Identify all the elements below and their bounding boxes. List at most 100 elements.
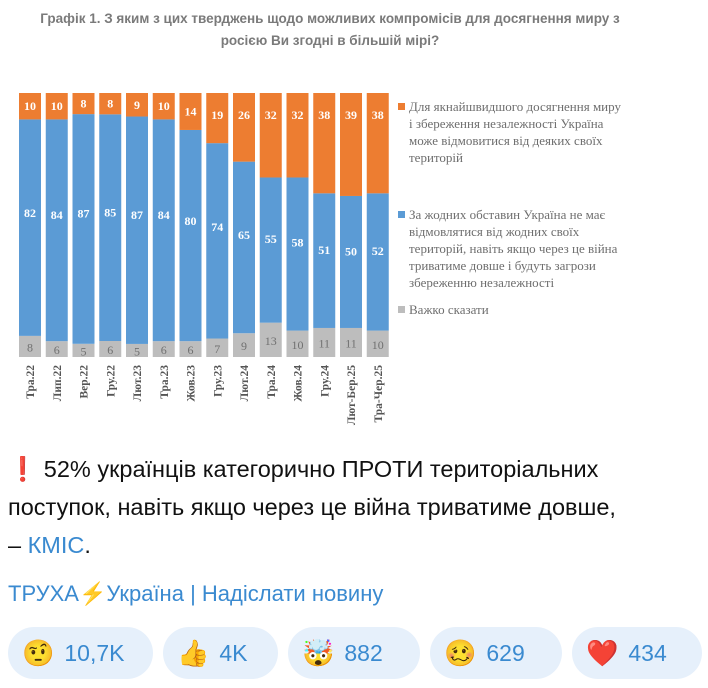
data-label: 14 bbox=[185, 104, 197, 118]
data-label: 38 bbox=[372, 108, 384, 122]
reaction-raised-eyebrow[interactable]: 🤨 10,7K bbox=[8, 627, 153, 679]
post-message: ❗ 52% українців категорично ПРОТИ терито… bbox=[8, 450, 628, 564]
x-tick-label: Гру.24 bbox=[319, 365, 331, 397]
reaction-count: 4K bbox=[219, 639, 248, 666]
exclamation-icon: ❗ bbox=[8, 456, 38, 482]
data-label: 52 bbox=[372, 244, 384, 258]
legend-swatch bbox=[398, 306, 405, 313]
data-label: 13 bbox=[265, 334, 277, 348]
bar-segment-concede bbox=[340, 93, 362, 196]
data-label: 10 bbox=[51, 99, 63, 113]
x-tick-label: Лют.23 bbox=[132, 365, 144, 402]
legend-swatch bbox=[398, 211, 405, 218]
bar-segment-no-concession bbox=[152, 119, 175, 342]
reaction-exploding-head[interactable]: 🤯 882 bbox=[288, 627, 420, 679]
thumbs-up-icon: 👍 bbox=[177, 638, 210, 668]
data-label: 9 bbox=[134, 98, 140, 112]
data-label: 55 bbox=[265, 232, 277, 246]
x-tick-label: Вер.22 bbox=[79, 365, 91, 399]
signature: ТРУХА⚡Україна | Надіслати новину bbox=[8, 581, 383, 607]
bar-segment-concede bbox=[152, 93, 175, 120]
x-tick-label: Гру.22 bbox=[105, 365, 117, 397]
data-label: 8 bbox=[107, 97, 113, 111]
data-label: 65 bbox=[238, 228, 250, 242]
legend-swatch bbox=[398, 103, 405, 110]
x-tick-label: Тра.22 bbox=[25, 365, 37, 399]
channel-link[interactable]: ТРУХА bbox=[8, 581, 79, 606]
data-label: 19 bbox=[211, 108, 223, 122]
x-tick-label: Тра.23 bbox=[159, 365, 171, 399]
data-label: 51 bbox=[318, 243, 330, 257]
x-tick-label: Жов.23 bbox=[186, 365, 198, 402]
data-label: 8 bbox=[27, 340, 33, 354]
reaction-thumbs-up[interactable]: 👍 4K bbox=[163, 627, 278, 679]
data-label: 84 bbox=[158, 208, 170, 222]
send-news-link[interactable]: Надіслати новину bbox=[201, 581, 384, 606]
data-label: 10 bbox=[372, 338, 384, 352]
separator: | bbox=[190, 581, 196, 606]
bar-segment-no-concession bbox=[206, 143, 229, 339]
bar-segment-concede bbox=[126, 93, 148, 117]
bar-segment-hard-to-say bbox=[179, 341, 202, 357]
data-label: 8 bbox=[81, 97, 87, 111]
bar-segment-hard-to-say bbox=[45, 341, 68, 357]
bar-segment-concede bbox=[99, 93, 122, 115]
bar-segment-hard-to-say bbox=[286, 330, 309, 357]
stacked-bar-chart: 88210Тра.2268410Лип.225878Вер.226858Гру.… bbox=[19, 93, 389, 425]
data-label: 80 bbox=[185, 214, 197, 228]
legend-label: За жодних обставин Україна не має відмов… bbox=[409, 207, 618, 290]
legend-label: Для якнайшвидшого досягнення миру і збер… bbox=[409, 99, 621, 165]
data-label: 9 bbox=[241, 339, 247, 353]
data-label: 10 bbox=[158, 99, 170, 113]
bar-segment-hard-to-say bbox=[99, 341, 122, 357]
message-text: 52% українців категорично ПРОТИ територі… bbox=[8, 456, 616, 558]
country-link[interactable]: Україна bbox=[106, 581, 184, 606]
data-label: 10 bbox=[24, 99, 36, 113]
x-tick-label: Гру.23 bbox=[212, 365, 224, 397]
data-label: 11 bbox=[345, 336, 357, 350]
woozy-face-icon: 🥴 bbox=[444, 638, 477, 668]
bar-segment-hard-to-say bbox=[313, 327, 336, 357]
red-heart-icon: ❤️ bbox=[586, 638, 619, 668]
bar-segment-concede bbox=[233, 93, 255, 162]
bar-segment-hard-to-say bbox=[72, 343, 95, 357]
bar-segment-concede bbox=[366, 93, 389, 194]
data-label: 85 bbox=[104, 205, 116, 219]
data-label: 87 bbox=[131, 208, 143, 222]
bar-segment-no-concession bbox=[233, 161, 255, 334]
reaction-heart[interactable]: ❤️ 434 bbox=[572, 627, 702, 679]
data-label: 74 bbox=[211, 220, 223, 234]
data-label: 32 bbox=[265, 108, 277, 122]
bar-segment-concede bbox=[179, 93, 202, 130]
x-tick-label: Тра-Чер.25 bbox=[373, 365, 385, 423]
data-label: 5 bbox=[134, 344, 140, 358]
bar-segment-no-concession bbox=[99, 114, 122, 341]
legend-item-concede: Для якнайшвидшого досягнення миру і збер… bbox=[398, 98, 623, 166]
bar-segment-no-concession bbox=[126, 116, 148, 344]
message-end: . bbox=[84, 532, 91, 558]
kmis-link[interactable]: КМІС bbox=[27, 532, 85, 558]
reaction-woozy[interactable]: 🥴 629 bbox=[430, 627, 562, 679]
bar-segment-hard-to-say bbox=[366, 330, 389, 357]
data-label: 5 bbox=[81, 344, 87, 358]
x-tick-label: Лют.24 bbox=[239, 365, 251, 402]
bar-segment-no-concession bbox=[72, 114, 95, 344]
bar-segment-hard-to-say bbox=[126, 343, 148, 357]
bar-segment-no-concession bbox=[340, 195, 362, 328]
data-label: 32 bbox=[292, 108, 304, 122]
lightning-icon: ⚡ bbox=[78, 581, 107, 606]
bar-segment-hard-to-say bbox=[19, 335, 41, 357]
data-label: 11 bbox=[318, 336, 330, 350]
data-label: 6 bbox=[107, 343, 113, 357]
bar-segment-hard-to-say bbox=[206, 338, 229, 357]
bar-segment-hard-to-say bbox=[340, 327, 362, 357]
bar-segment-no-concession bbox=[259, 177, 282, 323]
data-label: 50 bbox=[345, 244, 357, 258]
data-label: 58 bbox=[292, 235, 304, 249]
data-label: 26 bbox=[238, 108, 250, 122]
bar-segment-no-concession bbox=[313, 193, 336, 328]
bar-segment-no-concession bbox=[19, 119, 41, 336]
bar-segment-no-concession bbox=[179, 129, 202, 342]
reactions-bar: 🤨 10,7K 👍 4K 🤯 882 🥴 629 ❤️ 434 bbox=[8, 627, 702, 679]
reaction-count: 882 bbox=[344, 639, 383, 666]
